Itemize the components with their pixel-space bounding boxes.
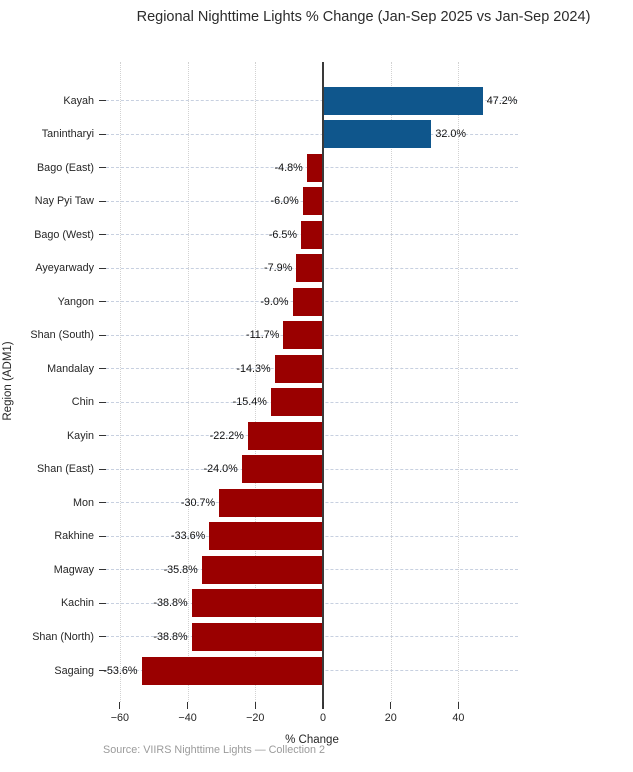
y-tick-mark (99, 368, 106, 370)
y-category-label: Rakhine (54, 530, 94, 543)
bar-value-label: -22.2% (209, 429, 244, 442)
y-tick-mark (99, 670, 106, 671)
vertical-gridline (390, 62, 392, 702)
bar-nay-pyi-taw (302, 187, 323, 216)
vertical-gridline (255, 62, 257, 702)
x-axis-title: % Change (285, 734, 339, 746)
y-tick-mark (99, 200, 106, 202)
y-category-label: Ayeyarwady (35, 262, 94, 275)
x-tick-mark (119, 702, 121, 709)
y-axis-title: Region (ADM1) (2, 341, 14, 421)
y-tick-mark (99, 267, 106, 269)
bar-ayeyarwady (296, 254, 323, 283)
y-category-label: Shan (East) (36, 463, 94, 476)
bar-tanintharyi (323, 120, 432, 149)
y-category-label: Shan (North) (32, 630, 94, 643)
y-tick-mark (99, 234, 106, 236)
bar-rakhine (209, 522, 323, 551)
chart-title: Regional Nighttime Lights % Change (Jan-… (0, 9, 633, 25)
x-tick-label: −40 (178, 712, 197, 724)
vertical-gridline (458, 62, 460, 702)
y-tick-mark (99, 569, 106, 571)
x-tick-mark (254, 702, 256, 709)
bar-value-label: 32.0% (435, 128, 466, 141)
bar-sagaing (141, 656, 323, 685)
x-tick-label: 20 (384, 712, 397, 724)
y-tick-mark (99, 468, 106, 470)
y-category-label: Bago (East) (36, 161, 94, 174)
source-note: Source: VIIRS Nighttime Lights — Collect… (103, 744, 326, 756)
bar-mon (219, 488, 323, 517)
bar-chin (270, 388, 323, 417)
y-category-label: Nay Pyi Taw (34, 195, 94, 208)
y-category-label: Yangon (57, 295, 94, 308)
y-tick-mark (99, 167, 106, 169)
y-tick-mark (99, 502, 106, 504)
bar-bago-west (300, 220, 323, 249)
bar-value-label: -38.8% (153, 597, 188, 610)
bar-value-label: -35.8% (163, 563, 198, 576)
zero-baseline (322, 62, 324, 709)
y-tick-mark (99, 401, 106, 403)
bar-value-label: -53.6% (103, 664, 138, 677)
y-category-label: Kayin (66, 429, 94, 442)
x-tick-mark (457, 702, 459, 709)
x-tick-mark (322, 702, 324, 709)
y-category-label: Kachin (60, 597, 94, 610)
bar-shan-east (241, 455, 323, 484)
y-category-label: Chin (71, 396, 94, 409)
y-tick-mark (99, 100, 106, 101)
bar-value-label: 47.2% (486, 94, 518, 107)
vertical-gridline (119, 62, 121, 702)
y-tick-mark (99, 133, 106, 135)
x-tick-label: 0 (319, 712, 326, 724)
y-tick-mark (99, 602, 106, 604)
y-tick-mark (99, 334, 106, 336)
bar-mandalay (274, 354, 323, 383)
bar-value-label: -33.6% (171, 530, 206, 543)
horizontal-gridline (106, 133, 518, 135)
y-category-label: Tanintharyi (41, 128, 94, 141)
y-tick-mark (99, 535, 106, 537)
bar-value-label: -4.8% (274, 161, 303, 174)
horizontal-gridline (106, 100, 518, 101)
y-category-label: Magway (53, 563, 94, 576)
y-tick-mark (99, 636, 106, 638)
y-category-label: Shan (South) (30, 329, 94, 342)
y-category-label: Mandalay (47, 362, 94, 375)
y-tick-mark (99, 301, 106, 303)
bar-value-label: -14.3% (236, 362, 271, 375)
bar-shan-south (283, 321, 323, 350)
x-tick-mark (390, 702, 392, 709)
y-category-label: Bago (West) (34, 228, 94, 241)
bar-value-label: -38.8% (153, 630, 188, 643)
bar-kayah (323, 86, 483, 115)
bar-shan-north (191, 622, 323, 651)
bar-value-label: -6.0% (270, 195, 299, 208)
bar-value-label: -15.4% (232, 396, 267, 409)
y-category-label: Kayah (63, 94, 94, 107)
bar-value-label: -30.7% (180, 496, 216, 509)
bar-value-label: -11.7% (245, 329, 280, 342)
y-category-label: Sagaing (54, 664, 94, 677)
bar-value-label: -24.0% (203, 463, 238, 476)
bar-value-label: -6.5% (268, 228, 297, 241)
x-tick-label: −60 (110, 712, 130, 724)
bar-yangon (292, 287, 323, 316)
bar-value-label: -7.9% (264, 262, 293, 275)
x-tick-label: −20 (246, 712, 265, 724)
chart-title-text: Regional Nighttime Lights % Change (Jan-… (136, 9, 591, 25)
y-tick-mark (99, 435, 106, 437)
x-tick-label: 40 (452, 712, 465, 724)
bar-magway (201, 555, 323, 584)
bar-value-label: -9.0% (260, 295, 289, 308)
bar-bago-east (306, 153, 323, 182)
vertical-gridline (187, 62, 189, 702)
y-category-label: Mon (72, 496, 94, 509)
x-tick-mark (187, 702, 189, 709)
bar-kachin (191, 589, 323, 618)
bar-kayin (247, 421, 323, 450)
